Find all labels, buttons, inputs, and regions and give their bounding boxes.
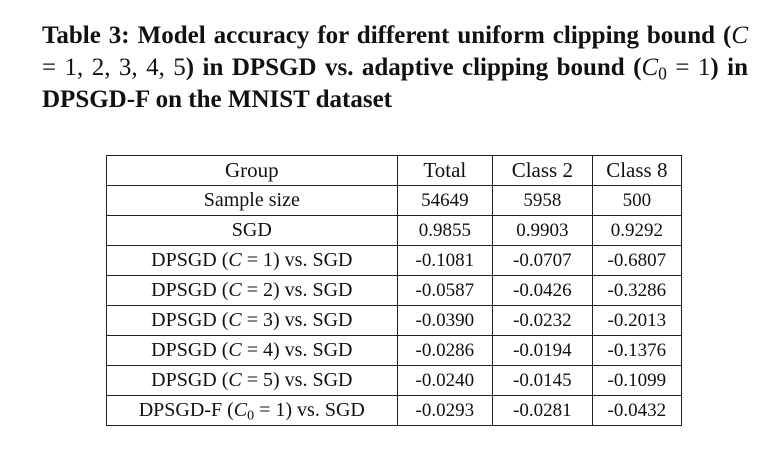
table-row: DPSGD (C = 3) vs. SGD -0.0390 -0.0232 -0.20…	[106, 305, 683, 336]
class-8-cell: -0.1376	[591, 335, 683, 366]
class-8-cell: -0.3286	[591, 275, 683, 306]
class-2-cell: -0.0281	[492, 395, 593, 426]
caption-math-c: C = 1, 2, 3, 4, 5	[42, 22, 748, 81]
caption-c0-sub: 0	[658, 63, 667, 84]
table-row: SGD 0.9855 0.9903 0.9292	[106, 215, 683, 246]
table-row: Sample size 54649 5958 500	[106, 185, 683, 216]
header-group: Group	[106, 155, 398, 186]
caption-text-3: ) in DPSGD-F on the MNIST dataset	[42, 54, 748, 113]
row-label-suffix: = 3) vs. SGD	[241, 309, 353, 331]
class-2-cell: 0.9903	[492, 215, 593, 246]
row-label: DPSGD (C = 3) vs. SGD	[106, 305, 398, 336]
class-8-cell: 0.9292	[591, 215, 683, 246]
table-header-row: Group Total Class 2 Class 8	[106, 155, 683, 186]
header-class-8: Class 8	[591, 155, 683, 186]
class-8-cell: -0.0432	[591, 395, 683, 426]
row-label-suffix: = 1) vs. SGD	[241, 249, 353, 271]
class-2-cell: 5958	[492, 185, 593, 216]
row-label: DPSGD-F (C0 = 1) vs. SGD	[106, 395, 398, 426]
row-label-suffix: = 2) vs. SGD	[241, 279, 353, 301]
caption-c-var: C	[731, 22, 749, 49]
table-row: DPSGD (C = 5) vs. SGD -0.0240 -0.0145 -0.10…	[106, 365, 683, 396]
class-8-cell: -0.1099	[591, 365, 683, 396]
header-total: Total	[396, 155, 494, 186]
row-label: Sample size	[106, 185, 398, 216]
table-body: Group Total Class 2 Class 8 Sample size 5…	[106, 155, 683, 426]
row-label: DPSGD (C = 1) vs. SGD	[106, 245, 398, 276]
row-label-prefix: DPSGD (	[151, 249, 229, 271]
caption-label: Table 3:	[42, 22, 130, 49]
row-label-variable: C	[228, 369, 242, 391]
row-label-variable: C	[228, 309, 242, 331]
caption-text-2: ) in DPSGD vs. adaptive clipping bound (	[185, 54, 642, 81]
class-8-cell: -0.6807	[591, 245, 683, 276]
row-label-prefix: Sample size	[203, 189, 300, 211]
total-cell: 54649	[396, 185, 494, 216]
table-row: DPSGD (C = 1) vs. SGD -0.1081 -0.0707 -0.68…	[106, 245, 683, 276]
row-label: DPSGD (C = 4) vs. SGD	[106, 335, 398, 366]
class-2-cell: -0.0426	[492, 275, 593, 306]
class-8-cell: -0.2013	[591, 305, 683, 336]
total-cell: -0.0286	[396, 335, 494, 366]
caption-text-1: Model accuracy for different uniform cli…	[137, 22, 732, 49]
class-2-cell: -0.0194	[492, 335, 593, 366]
total-cell: -0.0240	[396, 365, 494, 396]
row-label: SGD	[106, 215, 398, 246]
total-cell: -0.0587	[396, 275, 494, 306]
row-label-variable: C	[228, 279, 242, 301]
row-label: DPSGD (C = 5) vs. SGD	[106, 365, 398, 396]
row-label-subscript: 0	[247, 408, 255, 424]
table-row: DPSGD (C = 2) vs. SGD -0.0587 -0.0426 -0.32…	[106, 275, 683, 306]
row-label-variable: C	[228, 339, 242, 361]
table-row: DPSGD (C = 4) vs. SGD -0.0286 -0.0194 -0.13…	[106, 335, 683, 366]
total-cell: 0.9855	[396, 215, 494, 246]
row-label-prefix: DPSGD-F (	[138, 399, 234, 421]
caption-c0-var: C	[641, 54, 659, 81]
caption-c0-value: = 1	[666, 54, 711, 81]
row-label-suffix: = 4) vs. SGD	[241, 339, 353, 361]
class-8-cell: 500	[591, 185, 683, 216]
table-caption: Table 3: Model accuracy for different un…	[42, 20, 748, 116]
row-label-prefix: DPSGD (	[151, 309, 229, 331]
total-cell: -0.1081	[396, 245, 494, 276]
class-2-cell: -0.0145	[492, 365, 593, 396]
total-cell: -0.0390	[396, 305, 494, 336]
header-class-2: Class 2	[492, 155, 593, 186]
accuracy-table: Group Total Class 2 Class 8 Sample size 5…	[106, 155, 683, 426]
row-label-suffix: = 1) vs. SGD	[254, 399, 365, 421]
class-2-cell: -0.0707	[492, 245, 593, 276]
caption-math-c0: C0 = 1	[641, 54, 711, 84]
row-label-prefix: DPSGD (	[151, 369, 229, 391]
row-label-variable: C	[233, 399, 248, 421]
row-label: DPSGD (C = 2) vs. SGD	[106, 275, 398, 306]
caption-c-values: = 1, 2, 3, 4, 5	[42, 54, 186, 81]
row-label-variable: C	[228, 249, 242, 271]
row-label-suffix: = 5) vs. SGD	[241, 369, 353, 391]
row-label-prefix: DPSGD (	[151, 339, 229, 361]
row-label-prefix: SGD	[231, 219, 272, 241]
table-row: DPSGD-F (C0 = 1) vs. SGD -0.0293 -0.0281 -0…	[106, 395, 683, 426]
total-cell: -0.0293	[396, 395, 494, 426]
row-label-prefix: DPSGD (	[151, 279, 229, 301]
class-2-cell: -0.0232	[492, 305, 593, 336]
